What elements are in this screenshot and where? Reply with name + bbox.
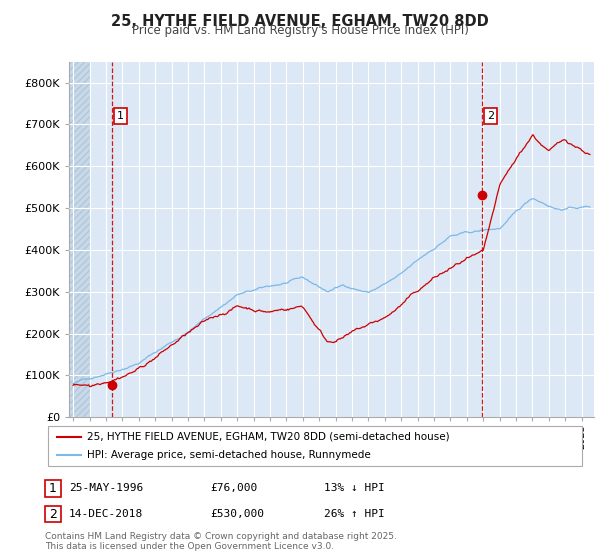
Text: 25, HYTHE FIELD AVENUE, EGHAM, TW20 8DD: 25, HYTHE FIELD AVENUE, EGHAM, TW20 8DD [111, 14, 489, 29]
Text: HPI: Average price, semi-detached house, Runnymede: HPI: Average price, semi-detached house,… [87, 450, 371, 460]
Text: 1: 1 [49, 482, 57, 495]
Text: Contains HM Land Registry data © Crown copyright and database right 2025.
This d: Contains HM Land Registry data © Crown c… [45, 532, 397, 552]
Text: 25, HYTHE FIELD AVENUE, EGHAM, TW20 8DD (semi-detached house): 25, HYTHE FIELD AVENUE, EGHAM, TW20 8DD … [87, 432, 449, 442]
Text: 1: 1 [117, 111, 124, 121]
Text: Price paid vs. HM Land Registry's House Price Index (HPI): Price paid vs. HM Land Registry's House … [131, 24, 469, 37]
Text: 14-DEC-2018: 14-DEC-2018 [69, 509, 143, 519]
Bar [69, 62, 89, 417]
Text: £76,000: £76,000 [210, 483, 257, 493]
Text: 26% ↑ HPI: 26% ↑ HPI [324, 509, 385, 519]
Text: 25-MAY-1996: 25-MAY-1996 [69, 483, 143, 493]
Text: 2: 2 [487, 111, 494, 121]
Text: 13% ↓ HPI: 13% ↓ HPI [324, 483, 385, 493]
Text: 2: 2 [49, 507, 57, 521]
Text: £530,000: £530,000 [210, 509, 264, 519]
